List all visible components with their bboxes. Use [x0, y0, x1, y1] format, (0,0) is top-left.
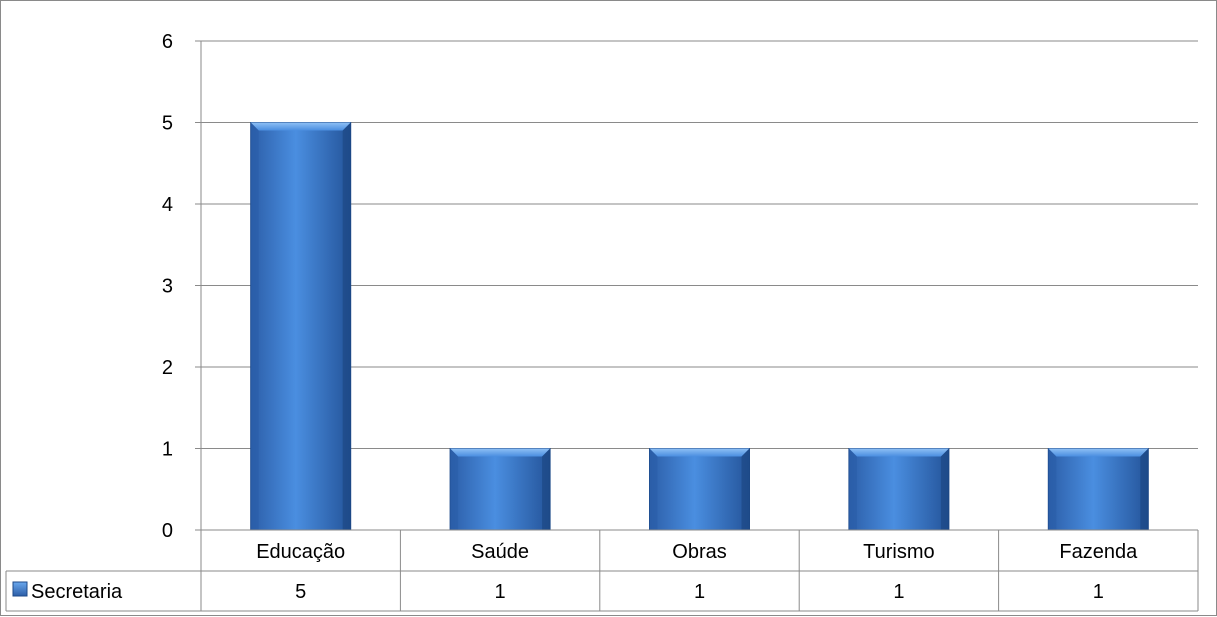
y-tick-label-0: 0	[162, 520, 173, 542]
bar-bevel-left	[450, 448, 459, 530]
bar-obras	[649, 448, 750, 531]
y-tick-label-3: 3	[162, 276, 173, 298]
bar-bevel-top	[649, 448, 750, 457]
bars	[250, 122, 1149, 531]
bar-fazenda	[1047, 448, 1149, 531]
bar-body	[250, 122, 352, 531]
bar-saúde	[449, 448, 551, 531]
data-label-obras: 1	[694, 581, 705, 603]
bar-bevel-right	[542, 448, 551, 530]
x-tick-label-turismo: Turismo	[863, 541, 934, 563]
gridlines	[201, 40, 1198, 531]
bar-turismo	[848, 448, 950, 531]
bar-body	[449, 448, 551, 531]
bar-bevel-top	[1048, 448, 1149, 457]
bar-body	[649, 448, 750, 531]
bar-bevel-top	[848, 448, 949, 457]
x-tick-label-obras: Obras	[672, 541, 726, 563]
x-tick-label-fazenda: Fazenda	[1059, 541, 1138, 563]
legend-label-secretaria: Secretaria	[31, 581, 123, 603]
bar-bevel-left	[649, 448, 658, 530]
x-tick-label-saúde: Saúde	[471, 541, 529, 563]
bar-body	[1047, 448, 1149, 531]
bar-bevel-right	[741, 448, 750, 530]
y-tick-label-2: 2	[162, 357, 173, 379]
y-tick-label-5: 5	[162, 113, 173, 135]
data-label-turismo: 1	[893, 581, 904, 603]
bar-bevel-top	[450, 448, 551, 457]
data-table: Educação 5 Saúde 1 Obras 1 Turismo 1 Fazenda 1 Sec…	[5, 529, 1199, 612]
bar-bevel-left	[848, 448, 857, 530]
bar-bevel-left	[250, 122, 259, 530]
y-tick-label-6: 6	[162, 31, 173, 53]
x-tick-label-educação: Educação	[256, 541, 345, 563]
bar-bevel-right	[1140, 448, 1149, 530]
y-axis: 0 1 2 3 4 5 6	[162, 31, 202, 542]
bar-educação	[250, 122, 352, 531]
bar-bevel-right	[940, 448, 949, 530]
legend-key-secretaria	[12, 581, 28, 597]
y-tick-label-4: 4	[162, 194, 173, 216]
y-tick-label-1: 1	[162, 439, 173, 461]
bar-body	[848, 448, 950, 531]
data-label-saúde: 1	[495, 581, 506, 603]
bar-bevel-top	[250, 122, 351, 131]
bar-bevel-right	[342, 122, 351, 530]
bar-bevel-left	[1048, 448, 1057, 530]
data-label-fazenda: 1	[1093, 581, 1104, 603]
data-label-educação: 5	[295, 581, 306, 603]
